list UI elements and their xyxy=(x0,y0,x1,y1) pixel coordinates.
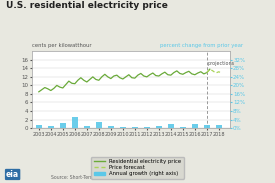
Bar xyxy=(167,124,174,128)
Bar xyxy=(59,123,66,128)
Bar xyxy=(120,127,126,128)
Bar xyxy=(204,125,210,128)
Bar xyxy=(35,125,42,128)
Bar xyxy=(95,122,102,128)
Bar xyxy=(156,126,162,128)
Bar xyxy=(84,126,90,128)
Text: Source: Short-Term Energy Outlook, September 2017: Source: Short-Term Energy Outlook, Septe… xyxy=(51,175,173,180)
Bar xyxy=(144,127,150,128)
Bar xyxy=(48,126,54,128)
Bar xyxy=(191,124,198,128)
Bar xyxy=(72,117,78,128)
Text: projections: projections xyxy=(208,61,235,66)
Bar xyxy=(131,127,138,128)
Legend: Residential electricity price, Price forecast, Annual growth (right axis): Residential electricity price, Price for… xyxy=(91,157,184,179)
Text: percent change from prior year: percent change from prior year xyxy=(160,44,243,48)
Text: U.S. residential electricity price: U.S. residential electricity price xyxy=(6,1,167,10)
Text: eia: eia xyxy=(6,170,19,179)
Bar xyxy=(216,125,222,128)
Text: cents per kilowatthour: cents per kilowatthour xyxy=(32,44,91,48)
Bar xyxy=(180,127,186,128)
Bar xyxy=(108,126,114,128)
